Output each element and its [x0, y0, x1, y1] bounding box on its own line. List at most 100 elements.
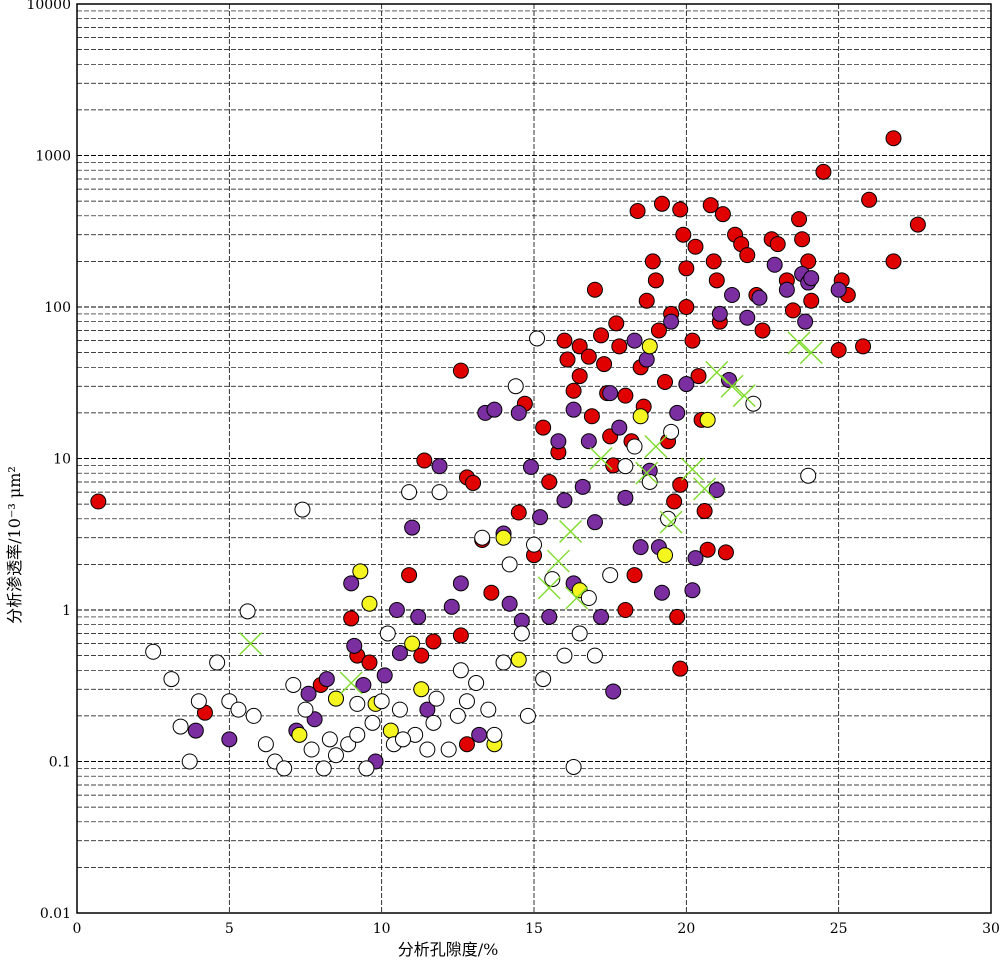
filled-circle-marker — [711, 305, 728, 322]
filled-circle-marker — [413, 681, 430, 698]
filled-circle-marker — [617, 387, 634, 404]
x-tick-label: 10 — [373, 921, 391, 937]
filled-circle-marker — [830, 281, 847, 298]
filled-circle-marker — [669, 404, 686, 421]
open-circle-marker — [349, 695, 366, 712]
filled-circle-marker — [647, 272, 664, 289]
cross-marker — [546, 549, 570, 573]
cross-marker — [565, 586, 589, 610]
open-circle-marker — [239, 603, 256, 620]
filled-circle-marker — [495, 529, 512, 546]
open-circle-marker — [480, 701, 497, 718]
open-circle-marker — [190, 693, 207, 710]
filled-circle-marker — [803, 292, 820, 309]
filled-circle-marker — [404, 635, 421, 652]
filled-circle-marker — [803, 270, 820, 287]
open-circle-marker — [501, 556, 518, 573]
filled-circle-marker — [535, 419, 552, 436]
filled-circle-marker — [605, 683, 622, 700]
open-circle-marker — [535, 671, 552, 688]
filled-circle-marker — [617, 602, 634, 618]
open-circle-marker — [663, 423, 680, 440]
filled-circle-marker — [416, 452, 433, 469]
filled-circle-marker — [565, 382, 582, 399]
open-circle-marker — [519, 707, 536, 724]
open-circle-marker — [458, 693, 475, 710]
open-circle-marker — [257, 736, 274, 753]
filled-circle-marker — [784, 302, 801, 319]
filled-circle-marker — [690, 368, 707, 385]
cross-marker — [720, 374, 744, 398]
x-tick-label: 20 — [677, 921, 695, 937]
filled-circle-marker — [699, 541, 716, 558]
open-circle-marker — [544, 571, 561, 588]
open-circle-marker — [474, 529, 491, 546]
cross-marker — [693, 477, 717, 501]
filled-circle-marker — [541, 608, 558, 625]
filled-circle-marker — [653, 584, 670, 601]
filled-circle-marker — [425, 633, 442, 650]
filled-circle-marker — [410, 608, 427, 625]
open-circle-marker — [373, 693, 390, 710]
filled-circle-marker — [291, 726, 308, 743]
filled-circle-marker — [300, 685, 317, 702]
filled-circle-marker — [510, 651, 527, 668]
filled-circle-marker — [452, 362, 469, 379]
open-circle-marker — [163, 671, 180, 688]
filled-circle-marker — [452, 575, 469, 592]
filled-circle-marker — [739, 309, 756, 326]
filled-circle-marker — [653, 195, 670, 212]
filled-circle-marker — [778, 281, 795, 298]
filled-circle-marker — [791, 211, 808, 228]
filled-circle-marker — [632, 539, 649, 556]
filled-circle-marker — [626, 567, 643, 584]
filled-circle-marker — [343, 575, 360, 592]
filled-circle-marker — [629, 203, 646, 220]
y-tick-label: 1000 — [35, 149, 71, 165]
open-circle-marker — [513, 625, 530, 642]
filled-circle-marker — [376, 667, 393, 684]
filled-circle-marker — [413, 647, 430, 664]
filled-circle-marker — [593, 327, 610, 344]
cross-marker — [589, 447, 613, 470]
y-tick-label: 10000 — [26, 0, 71, 13]
filled-circle-marker — [669, 608, 686, 625]
open-circle-marker — [358, 760, 375, 777]
filled-circle-marker — [714, 206, 731, 223]
open-circle-marker — [145, 643, 162, 660]
open-circle-marker — [294, 501, 311, 518]
filled-circle-marker — [318, 671, 335, 688]
filled-circle-marker — [586, 281, 603, 298]
filled-circle-marker — [724, 287, 741, 304]
filled-circle-marker — [766, 256, 783, 273]
filled-circle-marker — [346, 637, 363, 654]
filled-circle-marker — [486, 401, 503, 418]
open-circle-marker — [626, 438, 643, 455]
filled-circle-marker — [885, 253, 902, 270]
open-circle-marker — [495, 654, 512, 671]
filled-circle-marker — [471, 726, 488, 743]
open-circle-marker — [285, 676, 302, 693]
filled-circle-marker — [641, 338, 658, 355]
filled-circle-marker — [510, 504, 527, 521]
cross-marker — [705, 360, 729, 384]
open-circle-marker — [745, 395, 762, 412]
filled-circle-marker — [797, 313, 814, 330]
filled-circle-marker — [687, 550, 704, 567]
filled-circle-marker — [885, 130, 902, 147]
open-circle-marker — [276, 760, 293, 777]
filled-circle-marker — [580, 348, 597, 365]
open-circle-marker — [321, 731, 338, 748]
filled-circle-marker — [361, 595, 378, 612]
filled-circle-marker — [650, 322, 667, 339]
filled-circle-marker — [909, 216, 926, 233]
open-circle-marker — [181, 753, 198, 770]
cross-marker — [787, 331, 811, 355]
filled-circle-marker — [644, 253, 661, 270]
open-circle-marker — [529, 330, 546, 347]
filled-circle-marker — [532, 509, 549, 526]
x-tick-label: 0 — [73, 921, 82, 937]
cross-marker — [559, 519, 583, 543]
